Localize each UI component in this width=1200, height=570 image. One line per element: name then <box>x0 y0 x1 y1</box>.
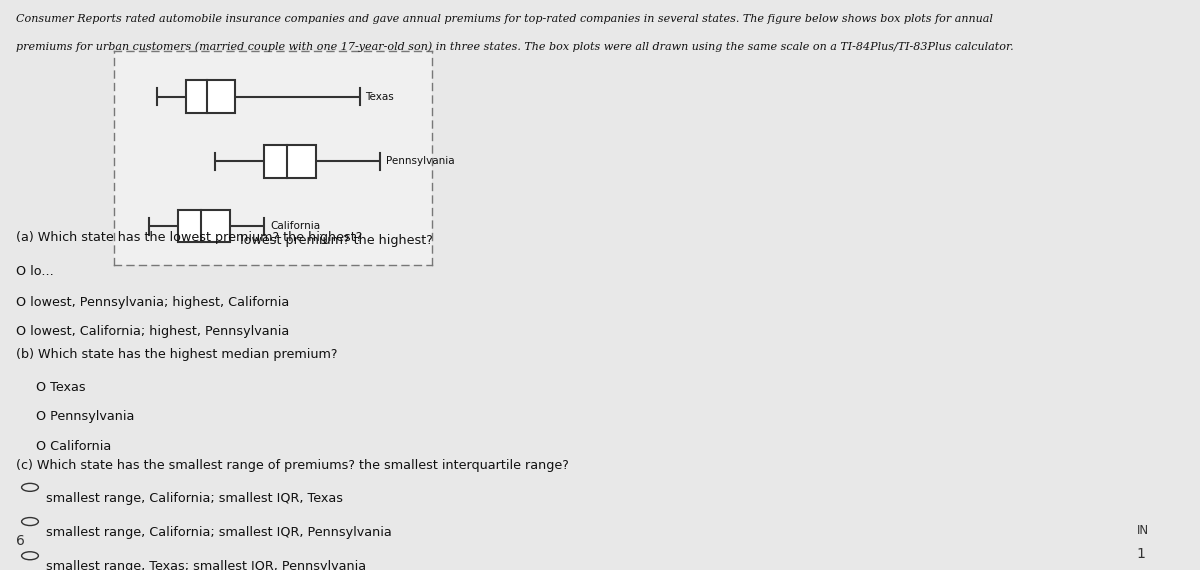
Text: O lowest, Pennsylvania; highest, California: O lowest, Pennsylvania; highest, Califor… <box>16 296 289 310</box>
Text: (a) Which state has the lowest premium? the highest?: (a) Which state has the lowest premium? … <box>16 231 362 244</box>
Text: California: California <box>270 221 320 231</box>
Text: O Texas: O Texas <box>36 381 85 394</box>
Text: premiums for urban customers (married couple with one 17-year-old son) in three : premiums for urban customers (married co… <box>16 41 1013 52</box>
Text: smallest range, California; smallest IQR, Texas: smallest range, California; smallest IQR… <box>46 492 343 505</box>
Bar <box>264 145 317 178</box>
Bar <box>178 210 229 242</box>
Text: O California: O California <box>36 440 112 453</box>
Text: O Pennsylvania: O Pennsylvania <box>36 410 134 424</box>
Text: smallest range, California; smallest IQR, Pennsylvania: smallest range, California; smallest IQR… <box>46 526 391 539</box>
Bar <box>186 80 235 113</box>
Text: O lo...: O lo... <box>16 265 53 278</box>
Text: (c) Which state has the smallest range of premiums? the smallest interquartile r: (c) Which state has the smallest range o… <box>16 459 569 472</box>
Text: O lowest, California; highest, Pennsylvania: O lowest, California; highest, Pennsylva… <box>16 325 289 338</box>
Text: Texas: Texas <box>366 92 395 101</box>
Text: 1: 1 <box>1136 547 1145 561</box>
Text: lowest premium? the highest?: lowest premium? the highest? <box>240 234 433 247</box>
Text: (b) Which state has the highest median premium?: (b) Which state has the highest median p… <box>16 348 337 361</box>
Text: IN: IN <box>1136 524 1148 538</box>
Text: Pennsylvania: Pennsylvania <box>385 156 455 166</box>
Text: 6: 6 <box>16 534 24 548</box>
Text: Consumer Reports rated automobile insurance companies and gave annual premiums f: Consumer Reports rated automobile insura… <box>16 14 992 25</box>
Text: smallest range, Texas; smallest IQR, Pennsylvania: smallest range, Texas; smallest IQR, Pen… <box>46 560 366 570</box>
